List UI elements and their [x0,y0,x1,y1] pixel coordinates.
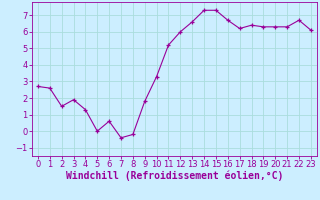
X-axis label: Windchill (Refroidissement éolien,°C): Windchill (Refroidissement éolien,°C) [66,171,283,181]
